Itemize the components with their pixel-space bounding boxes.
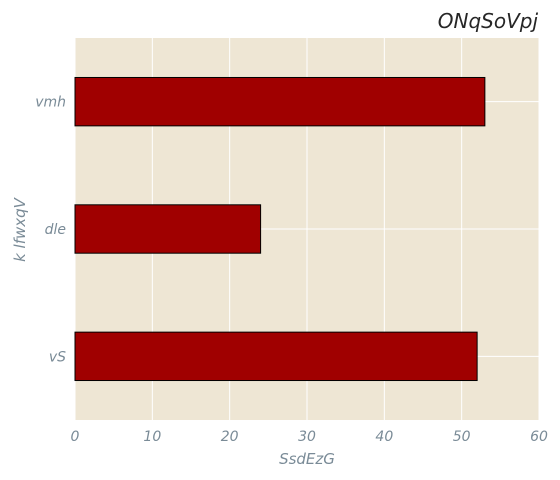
x-tick-label: 50 xyxy=(453,429,471,445)
y-tick-labels: vS dle vmh xyxy=(35,95,66,366)
x-tick-label: 40 xyxy=(375,429,393,445)
x-tick-label: 20 xyxy=(221,429,239,445)
bars xyxy=(74,76,486,382)
x-tick-label: 0 xyxy=(71,429,80,445)
bar-vS xyxy=(74,331,478,382)
y-tick-label: vmh xyxy=(35,95,66,111)
bar-dle xyxy=(74,204,262,254)
x-tick-labels: 0 10 20 30 40 50 60 xyxy=(71,429,548,445)
y-axis-label: k lfwxqV xyxy=(11,196,29,262)
chart-title: ONqSoVpj xyxy=(438,9,539,33)
y-tick-label: vS xyxy=(49,349,66,365)
x-axis-label: SsdEzG xyxy=(279,450,335,468)
x-tick-label: 30 xyxy=(298,429,316,445)
y-tick-label: dle xyxy=(45,222,66,238)
bar-vmh xyxy=(74,76,486,127)
x-tick-label: 10 xyxy=(143,429,161,445)
x-tick-label: 60 xyxy=(530,429,548,445)
